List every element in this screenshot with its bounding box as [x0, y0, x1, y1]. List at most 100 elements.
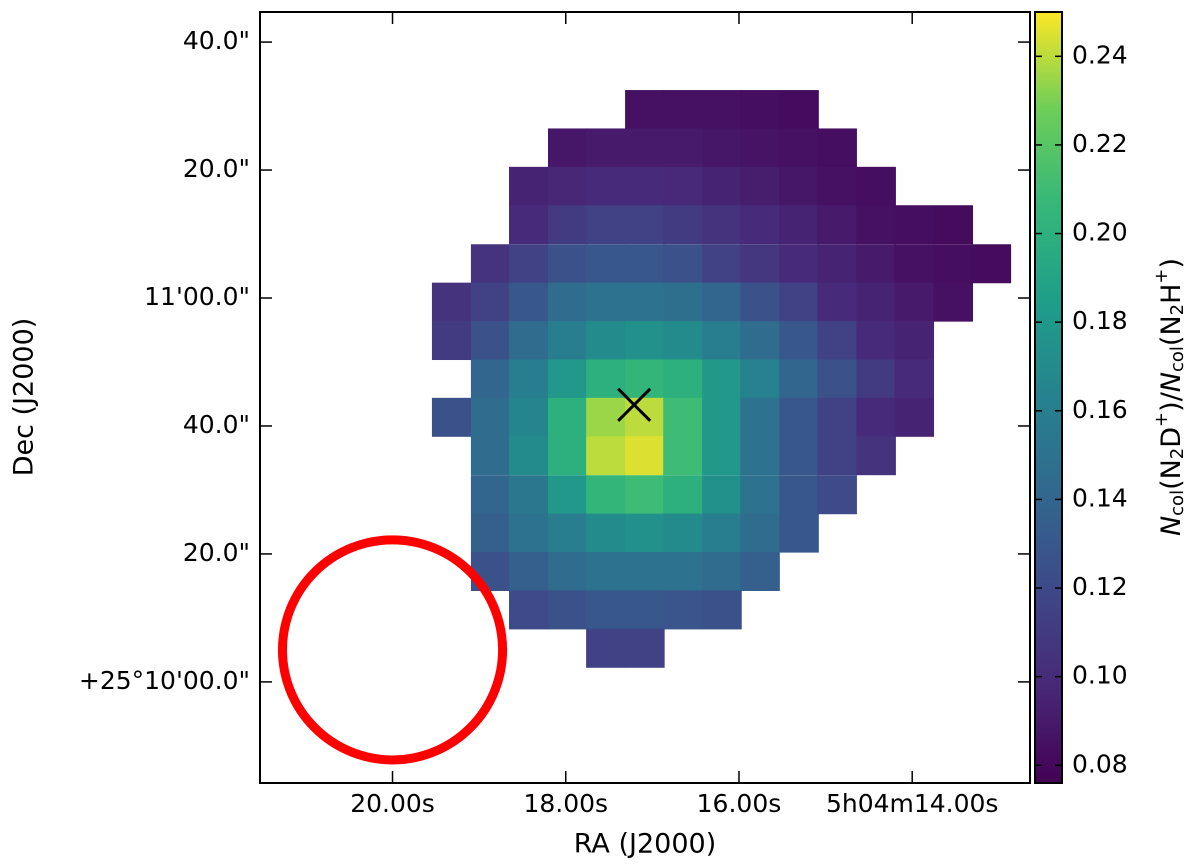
beam [277, 535, 508, 765]
heatmap-cell [702, 321, 742, 361]
colorbar [1034, 11, 1063, 784]
heatmap-cell [586, 590, 626, 630]
colorbar-tick-label: 0.12 [1072, 572, 1128, 601]
heatmap-cell [817, 205, 857, 245]
x-tick-label: 18.00s [523, 789, 608, 818]
heatmap-cell [625, 205, 665, 245]
heatmap-cell [547, 436, 588, 476]
heatmap-cell [625, 628, 665, 668]
heatmap-cell [702, 282, 742, 322]
heatmap-cell [509, 166, 549, 206]
heatmap-cell [470, 321, 511, 361]
heatmap-cell [779, 205, 819, 245]
heatmap-cell [509, 321, 549, 361]
y-axis-label: Dec (J2000) [9, 318, 40, 477]
heatmap-cell [702, 475, 742, 515]
y-tick-label: +25°10'00.0" [79, 666, 250, 695]
heatmap-cell [894, 359, 935, 399]
heatmap-cell [817, 128, 857, 168]
heatmap-cell [625, 590, 665, 630]
heatmap-cell [702, 166, 742, 206]
heatmap-cell [856, 436, 896, 476]
colorbar-tick-label: 0.22 [1072, 129, 1128, 158]
heatmap-cell [817, 166, 857, 206]
heatmap-cell [470, 244, 511, 284]
heatmap-cell [740, 513, 780, 553]
heatmap-cell [625, 513, 665, 553]
heatmap-cell [509, 475, 549, 515]
heatmap-cell [740, 128, 780, 168]
heatmap-cell [817, 282, 857, 322]
heatmap-cell [509, 590, 549, 630]
y-tick-label: 40.0" [183, 410, 250, 439]
y-tick-label: 40.0" [183, 26, 250, 55]
heatmap-cell [509, 552, 549, 592]
heatmap-cell [817, 321, 857, 361]
heatmap-cell [740, 321, 780, 361]
heatmap-cell [509, 244, 549, 284]
heatmap-cell [779, 282, 819, 322]
heatmap-cell [702, 359, 742, 399]
heatmap-cell [547, 205, 588, 245]
heatmap-cell [702, 552, 742, 592]
heatmap-cell [509, 397, 549, 437]
heatmap-cell [586, 205, 626, 245]
heatmap-cell [470, 475, 511, 515]
heatmap-cell [586, 436, 626, 476]
heatmap-cell [856, 397, 896, 437]
heatmap-cell [894, 282, 935, 322]
heatmap-cell [856, 359, 896, 399]
heatmap-cell [625, 282, 665, 322]
heatmap-cell [586, 321, 626, 361]
heatmap-cell [663, 205, 703, 245]
heatmap-cell [586, 513, 626, 553]
heatmap-cell [779, 359, 819, 399]
heatmap-cell [894, 244, 935, 284]
heatmap-cell [740, 475, 780, 515]
heatmap-cell [547, 552, 588, 592]
heatmap-cell [663, 590, 703, 630]
heatmap-cell [547, 475, 588, 515]
heatmap-cell [663, 397, 703, 437]
y-tick-label: 20.0" [183, 154, 250, 183]
heatmap-cell [702, 244, 742, 284]
heatmap-cell [625, 321, 665, 361]
heatmap-cell [740, 552, 780, 592]
heatmap-cell [586, 166, 626, 206]
heatmap-cell [547, 359, 588, 399]
colorbar-tick-label: 0.10 [1072, 661, 1128, 690]
heatmap-cell [547, 397, 588, 437]
heatmap-cell [779, 244, 819, 284]
heatmap-cell [625, 244, 665, 284]
heatmap-cell [740, 205, 780, 245]
heatmap [431, 90, 1012, 668]
heatmap-cell [470, 359, 511, 399]
heatmap-cell [740, 90, 780, 130]
heatmap-cell [779, 128, 819, 168]
colorbar-tick-label: 0.08 [1072, 749, 1128, 778]
heatmap-cell [894, 205, 935, 245]
heatmap-cell [856, 244, 896, 284]
heatmap-cell [856, 205, 896, 245]
heatmap-cell [470, 397, 511, 437]
heatmap-cell [586, 628, 626, 668]
heatmap-cell [586, 244, 626, 284]
y-tick-label: 20.0" [183, 538, 250, 567]
x-tick-label: 20.00s [350, 789, 435, 818]
heatmap-cell [470, 282, 511, 322]
heatmap-cell [702, 513, 742, 553]
heatmap-cell [779, 166, 819, 206]
heatmap-cell [856, 166, 896, 206]
heatmap-cell [509, 205, 549, 245]
heatmap-cell [702, 590, 742, 630]
heatmap-cell [586, 128, 626, 168]
heatmap-cell [509, 359, 549, 399]
x-tick-label: 5h04m14.00s [826, 789, 999, 818]
heatmap-cell [933, 244, 974, 284]
heatmap-cell [509, 436, 549, 476]
colorbar-label: Ncol(N2D+)/Ncol(N2H+) [1151, 258, 1188, 536]
heatmap-cell [894, 397, 935, 437]
heatmap-cell [547, 166, 588, 206]
heatmap-cell [856, 282, 896, 322]
heatmap-cell [740, 166, 780, 206]
